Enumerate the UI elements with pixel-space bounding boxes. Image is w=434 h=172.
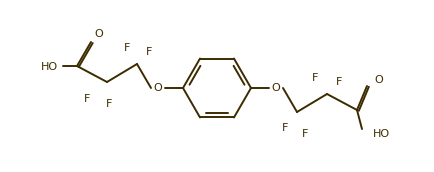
Text: F: F bbox=[311, 73, 317, 83]
Text: O: O bbox=[94, 29, 102, 39]
Text: F: F bbox=[281, 123, 287, 133]
Text: O: O bbox=[373, 75, 382, 85]
Text: O: O bbox=[153, 83, 162, 93]
Text: F: F bbox=[335, 77, 342, 87]
Text: F: F bbox=[301, 129, 307, 139]
Text: HO: HO bbox=[40, 62, 57, 72]
Text: HO: HO bbox=[372, 129, 389, 139]
Text: F: F bbox=[124, 43, 130, 53]
Text: F: F bbox=[84, 94, 90, 104]
Text: F: F bbox=[105, 99, 112, 109]
Text: F: F bbox=[145, 47, 152, 57]
Text: O: O bbox=[271, 83, 280, 93]
